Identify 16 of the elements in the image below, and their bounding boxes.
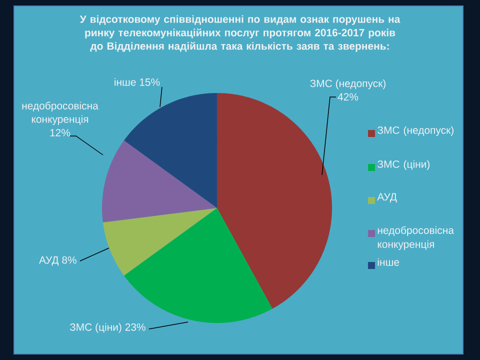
slice-label: недобросовісна конкуренція xyxy=(22,102,98,125)
data-label: 8% xyxy=(62,256,76,264)
slice-label: ЗМС (недопуск) xyxy=(310,79,386,90)
data-label: 15% xyxy=(140,78,160,86)
data-label: 12% xyxy=(50,128,70,136)
legend-label: ЗМС (недопуск) xyxy=(378,126,454,136)
legend-label: ЗМС (ціни) xyxy=(378,160,430,170)
chart-title: У відсотковому співвідношенні по видам ознак порушень на ринку телекомунікаційних послуг протягом 2016-2017 років до Відділення надійшла така кількість заяв та звернень: xyxy=(80,15,400,52)
slice-label: інше xyxy=(114,78,136,86)
data-label: 23% xyxy=(125,323,146,331)
legend-label: АУД xyxy=(377,193,397,202)
legend-label: недобросовісна конкуренція xyxy=(378,226,454,250)
legend-label: інше xyxy=(378,258,400,266)
slice-label: ЗМС (ціни) xyxy=(70,323,122,333)
slice-label: АУД xyxy=(39,256,59,266)
data-label: 42% xyxy=(338,93,358,101)
